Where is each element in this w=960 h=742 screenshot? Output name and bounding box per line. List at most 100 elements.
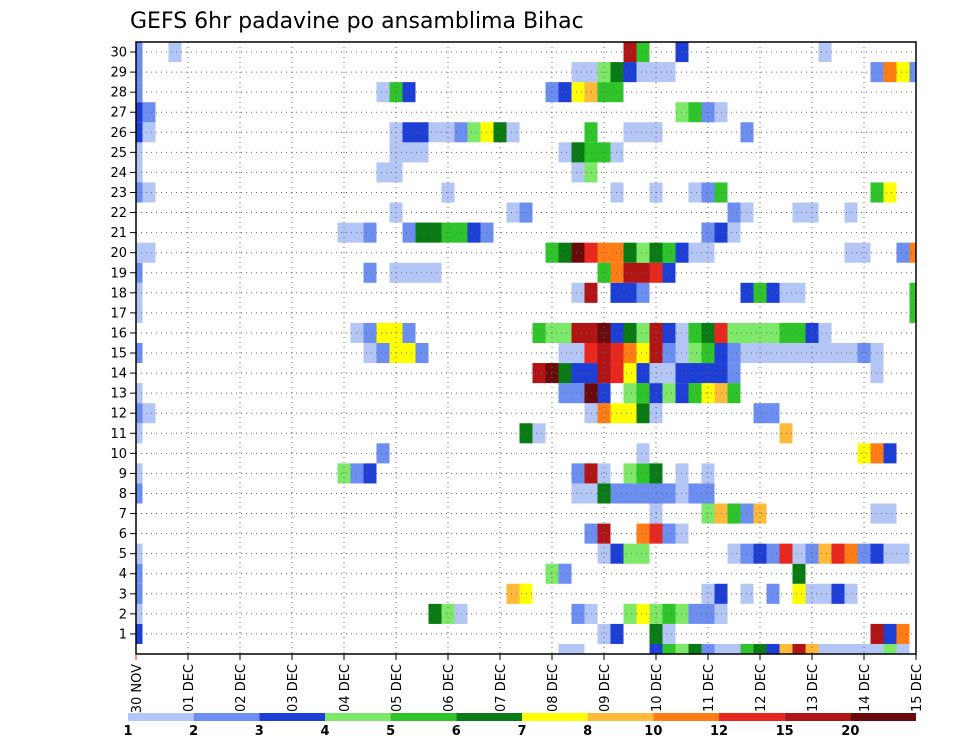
- heatmap-cell: [792, 282, 806, 303]
- heatmap-cell: [402, 142, 416, 163]
- heatmap-cell: [402, 122, 416, 143]
- heatmap-cell: [571, 603, 585, 624]
- heatmap-cell: [623, 363, 637, 384]
- heatmap-cell: [571, 162, 585, 183]
- heatmap-cell: [571, 82, 585, 103]
- heatmap-cell: [142, 242, 156, 263]
- heatmap-cell: [688, 322, 702, 343]
- heatmap-cell: [623, 322, 637, 343]
- heatmap-cell: [168, 42, 182, 63]
- x-tick-label: 01 DEC: [182, 664, 197, 712]
- heatmap-cell: [623, 282, 637, 303]
- colorbar-label: 4: [320, 724, 329, 739]
- heatmap-cell: [136, 142, 143, 163]
- heatmap-cell: [136, 342, 143, 364]
- heatmap-cell: [688, 242, 702, 263]
- heatmap-cell: [376, 342, 390, 364]
- colorbar-swatch: [522, 713, 588, 721]
- heatmap-cell: [636, 543, 650, 564]
- heatmap-cell: [662, 342, 676, 364]
- heatmap-cell: [701, 583, 715, 604]
- y-tick-label: 10: [110, 447, 127, 462]
- heatmap-cell: [428, 262, 442, 283]
- y-tick-label: 11: [110, 427, 127, 442]
- colorbar-swatch: [259, 713, 325, 721]
- heatmap-cell: [136, 543, 143, 564]
- heatmap-cell: [688, 383, 702, 404]
- x-tick-label: 05 DEC: [390, 664, 405, 712]
- heatmap-cell: [909, 62, 916, 83]
- heatmap-cell: [753, 543, 767, 564]
- heatmap-cell: [428, 603, 442, 624]
- heatmap-cell: [597, 363, 611, 384]
- heatmap-cell: [675, 643, 689, 654]
- heatmap-cell: [142, 122, 156, 143]
- heatmap-cells: [136, 42, 916, 654]
- colorbar-label: 8: [583, 724, 592, 739]
- colorbar-swatch: [587, 713, 654, 721]
- heatmap-cell: [597, 383, 611, 404]
- heatmap-cell: [363, 463, 377, 484]
- heatmap-cell: [818, 322, 832, 343]
- heatmap-cell: [136, 122, 143, 143]
- heatmap-cell: [636, 483, 650, 504]
- heatmap-cell: [623, 242, 637, 263]
- heatmap-cell: [818, 583, 832, 604]
- heatmap-cell: [623, 383, 637, 404]
- heatmap-cell: [701, 483, 715, 504]
- x-tick-label: 07 DEC: [494, 664, 509, 712]
- heatmap-cell: [701, 383, 715, 404]
- heatmap-cell: [623, 62, 637, 83]
- heatmap-cell: [623, 403, 637, 424]
- heatmap-cell: [909, 282, 916, 303]
- heatmap-cell: [571, 383, 585, 404]
- y-tick-label: 15: [110, 347, 127, 362]
- heatmap-cell: [766, 282, 780, 303]
- x-tick-label: 02 DEC: [234, 664, 249, 712]
- heatmap-cell: [597, 342, 611, 364]
- heatmap-cell: [753, 342, 767, 364]
- y-tick-label: 9: [119, 467, 127, 482]
- heatmap-cell: [636, 42, 650, 63]
- heatmap-cell: [136, 42, 143, 63]
- x-axis-ticks: 30 NOV 01 DEC 02 DEC 03 DEC 04 DEC 05 DEC 06 D…: [130, 654, 925, 713]
- heatmap-cell: [753, 643, 767, 654]
- heatmap-cell: [571, 142, 585, 163]
- heatmap-cell: [636, 523, 650, 544]
- heatmap-cell: [740, 643, 754, 654]
- colorbar-label: 3: [255, 724, 264, 739]
- heatmap-cell: [883, 503, 897, 524]
- x-tick-label: 08 DEC: [546, 664, 561, 712]
- heatmap-cell: [831, 342, 845, 364]
- colorbar-label: 1: [123, 724, 132, 739]
- y-tick-label: 13: [110, 387, 127, 402]
- heatmap-cell: [636, 242, 650, 263]
- heatmap-cell: [558, 363, 572, 384]
- heatmap-cell: [662, 242, 676, 263]
- heatmap-cell: [766, 403, 780, 424]
- y-tick-label: 27: [110, 106, 127, 121]
- heatmap-cell: [558, 342, 572, 364]
- heatmap-cell: [636, 122, 650, 143]
- heatmap-cell: [136, 563, 143, 584]
- heatmap-cell: [883, 182, 897, 203]
- heatmap-cell: [649, 643, 663, 654]
- heatmap-cell: [792, 202, 806, 223]
- plot-frame: [135, 41, 917, 655]
- heatmap-cell: [558, 82, 572, 103]
- heatmap-cell: [571, 463, 585, 484]
- heatmap-cell: [402, 342, 416, 364]
- heatmap-cell: [467, 222, 481, 243]
- heatmap-cell: [597, 483, 611, 504]
- heatmap-cell: [623, 262, 637, 283]
- heatmap-cell: [766, 643, 780, 654]
- x-tick-label: 04 DEC: [338, 664, 353, 712]
- heatmap-cell: [571, 322, 585, 343]
- heatmap-cell: [727, 543, 741, 564]
- heatmap-cell: [428, 122, 442, 143]
- y-tick-label: 20: [110, 246, 127, 261]
- y-tick-label: 16: [110, 326, 127, 341]
- colorbar-swatch: [719, 713, 785, 721]
- colorbar-label: 15: [776, 724, 794, 739]
- y-tick-label: 18: [110, 286, 127, 301]
